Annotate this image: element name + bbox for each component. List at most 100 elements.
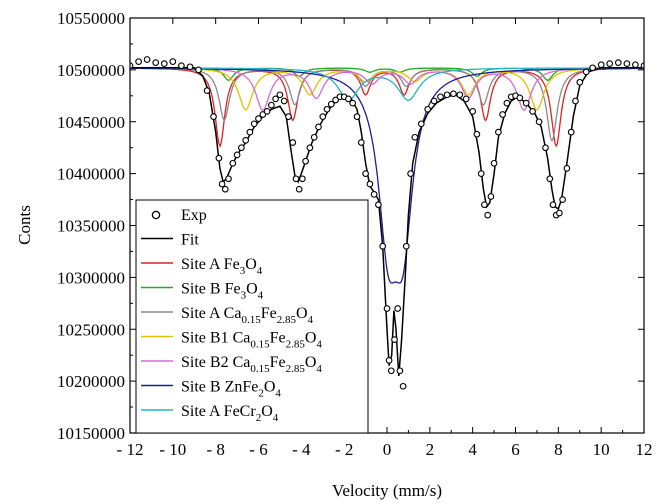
- legend-label: Site B Fe3O4: [181, 281, 264, 302]
- x-tick-label: - 10: [159, 440, 186, 459]
- legend-label: Site B2 Ca0.15Fe2.85O4: [181, 354, 322, 375]
- exp-point: [195, 66, 202, 74]
- exp-point: [349, 99, 357, 107]
- exp-point: [473, 130, 481, 138]
- exp-point: [589, 64, 596, 72]
- exp-point: [529, 108, 536, 115]
- exp-point: [559, 196, 566, 203]
- exp-point: [450, 90, 457, 98]
- exp-point: [302, 157, 309, 165]
- exp-point: [259, 111, 267, 118]
- exp-point: [542, 144, 549, 152]
- exp-point: [203, 87, 211, 94]
- component-curve: [130, 67, 644, 148]
- exp-point: [516, 94, 524, 102]
- component-curve: [130, 67, 644, 101]
- legend-box: [135, 199, 369, 434]
- exp-point: [345, 95, 352, 103]
- y-tick-label: 10350000: [57, 217, 125, 236]
- legend: Exp Fit Site A Fe3O4 Site B Fe3O4 Site A Ca0…: [135, 199, 369, 434]
- exp-point: [437, 93, 444, 101]
- x-axis-title: Velocity (mm/s): [332, 481, 442, 500]
- exp-point: [280, 97, 288, 105]
- exp-point: [319, 113, 327, 120]
- exp-point: [178, 62, 185, 70]
- exp-point: [299, 175, 306, 183]
- exp-point: [289, 139, 297, 146]
- exp-point: [143, 56, 151, 63]
- x-tick-label: - 6: [249, 440, 267, 459]
- exp-point: [242, 137, 250, 144]
- exp-point: [383, 305, 391, 312]
- exp-point: [424, 105, 432, 113]
- exp-point: [385, 357, 393, 364]
- axis-ticks: - 12 - 10 - 8 - 6 - 4 - 2 0 2 4 6 8 10 12 10150000 102…: [57, 9, 653, 459]
- y-tick-label: 10450000: [57, 113, 125, 132]
- y-tick-label: 10300000: [57, 268, 125, 287]
- y-axis-title: Conts: [15, 205, 34, 245]
- exp-point: [640, 62, 644, 70]
- exp-point: [487, 193, 495, 200]
- exp-point: [477, 170, 485, 177]
- exp-point: [402, 242, 410, 250]
- exp-point: [484, 211, 492, 219]
- exp-point: [295, 185, 303, 193]
- exp-point: [597, 61, 605, 69]
- legend-label: Site B ZnFe2O4: [181, 379, 281, 400]
- exp-point: [469, 108, 477, 115]
- exp-point: [366, 180, 374, 188]
- exp-point: [215, 154, 223, 162]
- exp-point: [379, 242, 387, 250]
- exp-point: [391, 336, 398, 343]
- component-curve: [130, 67, 644, 284]
- exp-point: [327, 100, 335, 108]
- exp-point: [218, 180, 226, 188]
- exp-point: [495, 128, 502, 136]
- exp-point: [375, 201, 382, 209]
- legend-label: Fit: [181, 232, 199, 249]
- exp-point: [614, 59, 622, 66]
- exp-point: [370, 191, 378, 198]
- exp-point: [546, 175, 554, 183]
- x-tick-label: 12: [636, 440, 653, 459]
- exp-point: [276, 91, 284, 99]
- x-tick-label: - 2: [335, 440, 353, 459]
- exp-point: [462, 95, 470, 103]
- legend-label: Exp: [181, 207, 207, 224]
- exp-point: [623, 60, 631, 67]
- exp-point: [503, 99, 511, 107]
- x-tick-label: 6: [511, 440, 520, 459]
- legend-label: Site A Ca0.15Fe2.85O4: [181, 305, 314, 326]
- exp-point: [310, 133, 318, 141]
- exp-point: [210, 113, 217, 120]
- exp-point: [582, 68, 590, 76]
- exp-point: [430, 97, 438, 105]
- x-tick-label: - 8: [206, 440, 224, 459]
- exp-point: [268, 101, 275, 109]
- component-curve: [130, 67, 644, 111]
- y-tick-label: 10200000: [57, 372, 125, 391]
- exp-point: [332, 96, 339, 104]
- exp-point: [567, 128, 575, 136]
- exp-point: [263, 108, 271, 115]
- x-tick-label: 2: [426, 440, 435, 459]
- x-tick-label: - 12: [117, 440, 144, 459]
- y-tick-label: 10250000: [57, 320, 125, 339]
- x-tick-label: 0: [383, 440, 392, 459]
- exp-point: [411, 133, 419, 141]
- exp-point: [522, 99, 530, 107]
- legend-label: Site B1 Ca0.15Fe2.85O4: [181, 330, 322, 351]
- x-tick-label: - 4: [292, 440, 311, 459]
- exp-point: [255, 115, 262, 122]
- exp-point: [225, 175, 232, 183]
- x-tick-label: 4: [468, 440, 477, 459]
- exp-point: [186, 63, 194, 71]
- exp-point: [233, 151, 241, 159]
- y-tick-label: 10500000: [57, 61, 125, 80]
- exp-point: [221, 185, 229, 193]
- y-tick-label: 10150000: [57, 424, 125, 443]
- exp-point: [238, 144, 245, 152]
- exp-point: [229, 159, 237, 167]
- experimental-points: [130, 56, 644, 390]
